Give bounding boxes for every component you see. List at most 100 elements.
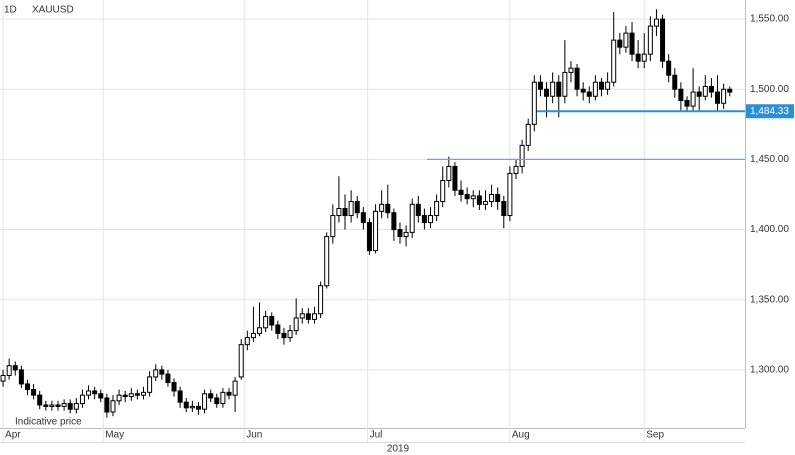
candle-body bbox=[397, 229, 403, 238]
candle-body bbox=[379, 203, 385, 212]
candle-body bbox=[629, 32, 635, 55]
candle bbox=[476, 190, 482, 210]
candle bbox=[354, 195, 360, 219]
candle-body bbox=[12, 365, 18, 371]
candle bbox=[92, 386, 98, 400]
candle bbox=[311, 306, 317, 324]
candle bbox=[61, 399, 67, 411]
candle bbox=[31, 383, 37, 400]
candle-body bbox=[415, 203, 421, 217]
candle-body bbox=[580, 88, 586, 93]
candle-body bbox=[92, 390, 98, 395]
candle bbox=[287, 324, 293, 342]
candle bbox=[513, 159, 519, 180]
candle bbox=[366, 218, 372, 255]
candle bbox=[305, 308, 311, 324]
interval-label: 1D bbox=[4, 5, 17, 16]
candle bbox=[141, 386, 147, 400]
candle bbox=[440, 166, 446, 208]
candle-body bbox=[434, 201, 440, 217]
candle bbox=[202, 389, 208, 414]
candle-body bbox=[666, 60, 672, 76]
candle-body bbox=[489, 193, 495, 203]
candle-body bbox=[202, 393, 208, 410]
candle bbox=[269, 312, 275, 331]
candle-body bbox=[244, 337, 250, 346]
candle bbox=[189, 400, 195, 413]
candle bbox=[293, 298, 299, 335]
candle bbox=[501, 195, 507, 229]
candle-body bbox=[464, 193, 470, 200]
candle bbox=[208, 389, 214, 403]
candle-body bbox=[31, 389, 37, 396]
candle-body bbox=[147, 376, 153, 393]
candle bbox=[49, 400, 55, 411]
candle bbox=[715, 75, 721, 111]
candle-body bbox=[531, 81, 537, 125]
candle-body bbox=[366, 222, 372, 252]
candle-body bbox=[220, 391, 226, 405]
candle-body bbox=[507, 172, 513, 217]
x-tick-label: Jun bbox=[246, 430, 262, 441]
y-tick-label: 1,400.00 bbox=[750, 224, 789, 235]
candle bbox=[605, 72, 611, 95]
candle bbox=[617, 33, 623, 55]
candle-body bbox=[263, 316, 269, 329]
candle-body bbox=[104, 397, 110, 413]
candle-body bbox=[318, 285, 324, 315]
candle bbox=[678, 82, 684, 111]
candle bbox=[458, 180, 464, 202]
candle bbox=[104, 393, 110, 418]
candle-body bbox=[110, 400, 116, 413]
price-label: 1,484.33 bbox=[750, 106, 789, 117]
candle bbox=[67, 399, 73, 414]
candle-body bbox=[189, 405, 195, 409]
candle bbox=[12, 361, 18, 376]
candle bbox=[415, 195, 421, 223]
candle-body bbox=[476, 195, 482, 205]
candle bbox=[696, 86, 702, 111]
candle-body bbox=[556, 81, 562, 97]
candle bbox=[708, 78, 714, 98]
candle-body bbox=[544, 88, 550, 97]
candle-body bbox=[67, 403, 73, 410]
candle-body bbox=[360, 212, 366, 224]
candle bbox=[257, 302, 263, 337]
candle bbox=[409, 198, 415, 238]
candle bbox=[580, 82, 586, 101]
candle-body bbox=[598, 81, 604, 90]
candle bbox=[623, 26, 629, 53]
candle-body bbox=[715, 91, 721, 104]
candle bbox=[37, 390, 43, 410]
candle-body bbox=[275, 324, 281, 334]
candle bbox=[507, 166, 513, 222]
candle bbox=[244, 330, 250, 351]
candle bbox=[672, 68, 678, 98]
candle bbox=[660, 14, 666, 69]
candle-body bbox=[611, 39, 617, 83]
y-tick-label: 1,500.00 bbox=[750, 84, 789, 95]
candle bbox=[281, 327, 287, 345]
candle-body bbox=[409, 203, 415, 233]
candle bbox=[159, 365, 165, 380]
candle bbox=[592, 75, 598, 101]
candle bbox=[702, 75, 708, 101]
candle bbox=[428, 207, 434, 229]
candle-body bbox=[690, 91, 696, 107]
candle-body bbox=[623, 32, 629, 48]
candle bbox=[232, 376, 238, 413]
x-tick-label: Apr bbox=[5, 430, 21, 441]
candle bbox=[330, 204, 336, 244]
candle bbox=[531, 75, 537, 132]
candle-body bbox=[0, 375, 6, 382]
candle bbox=[299, 308, 305, 324]
candle-body bbox=[525, 123, 531, 146]
candle bbox=[470, 190, 476, 208]
y-tick-label: 1,350.00 bbox=[750, 294, 789, 305]
candle-body bbox=[653, 18, 659, 27]
candle bbox=[568, 61, 574, 83]
candle bbox=[434, 194, 440, 222]
candle-body bbox=[568, 67, 574, 73]
candle-body bbox=[293, 317, 299, 332]
candle-body bbox=[311, 313, 317, 320]
